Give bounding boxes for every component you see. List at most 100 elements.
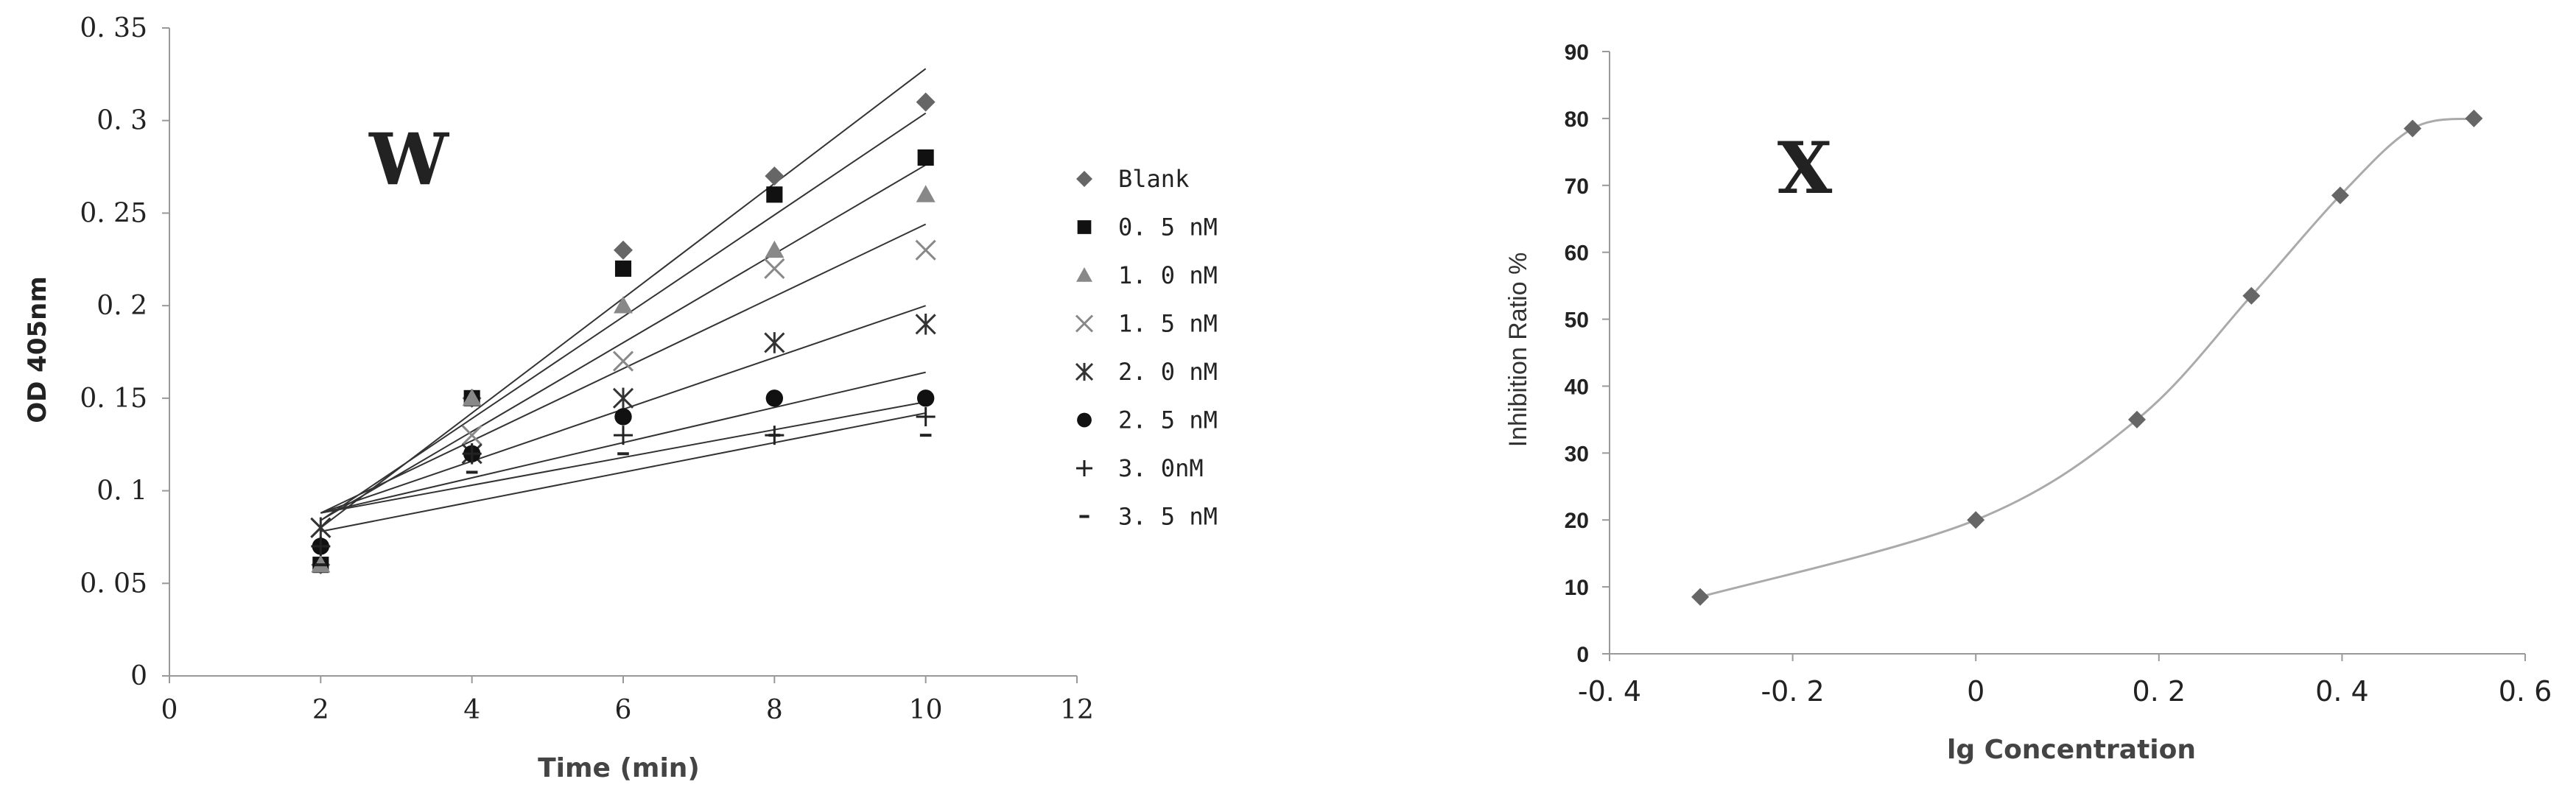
chart-w-point bbox=[766, 186, 783, 203]
chart-w-point-stroke-b bbox=[612, 350, 634, 372]
chart-x-x-tick-label: -0. 2 bbox=[1761, 675, 1824, 708]
chart-w-x-tick-label: 6 bbox=[615, 695, 632, 725]
chart-x-y-tick-label: 80 bbox=[1565, 107, 1589, 132]
chart-w-point bbox=[614, 426, 633, 445]
legend-label: 0. 5 nM bbox=[1118, 214, 1218, 241]
chart-w-point bbox=[916, 389, 935, 407]
chart-w-x-tick-label: 8 bbox=[766, 695, 783, 725]
chart-x-y-tick-label: 20 bbox=[1565, 509, 1589, 533]
chart-w-point bbox=[916, 92, 936, 112]
chart-w-x-tick-label: 0 bbox=[161, 695, 178, 725]
legend-marker bbox=[1075, 362, 1094, 381]
chart-w-trendline bbox=[320, 164, 927, 521]
legend-marker bbox=[1076, 267, 1092, 282]
chart-w-point bbox=[916, 185, 936, 202]
chart-w-trendline bbox=[320, 223, 927, 514]
chart-w-legend: Blank 0. 5 nM 1. 0 nM 1. 5 nM 2. 0 nM 2. 5 nM… bbox=[1075, 165, 1218, 531]
chart-x-point bbox=[2127, 410, 2146, 429]
chart-x-xlabel: lg Concentration bbox=[1947, 735, 2196, 765]
chart-w-point bbox=[462, 388, 482, 406]
legend-marker bbox=[1076, 171, 1092, 187]
chart-w-point bbox=[462, 444, 482, 464]
chart-w-point bbox=[765, 166, 785, 186]
chart-x-y-tick-label: 30 bbox=[1565, 442, 1589, 466]
chart-w-y-tick-label: 0. 3 bbox=[96, 106, 147, 136]
chart-x-point bbox=[1691, 588, 1710, 606]
legend-label: 2. 0 nM bbox=[1118, 358, 1218, 386]
chart-x-y-tick-label: 0 bbox=[1576, 643, 1589, 667]
chart-w-points bbox=[310, 92, 936, 575]
chart-x-x-tick-label: -0. 4 bbox=[1578, 675, 1641, 708]
chart-w-point bbox=[917, 149, 934, 166]
legend-label: 1. 5 nM bbox=[1118, 310, 1218, 338]
legend-marker bbox=[1076, 460, 1092, 476]
chart-w-trendline bbox=[320, 401, 926, 514]
chart-w-y-tick-label: 0. 15 bbox=[80, 384, 147, 414]
chart-x-x-tick-label: 0. 4 bbox=[2315, 675, 2369, 708]
chart-w-x-tick-label: 4 bbox=[463, 695, 480, 725]
chart-w-axes: 0 0. 05 0. 1 0. 15 0. 2 0. 25 0. 3 0. 35 0 2 4 6 8 10… bbox=[80, 13, 1094, 725]
chart-x-x-tick-label: 0 bbox=[1967, 675, 1984, 708]
chart-x-point bbox=[1967, 511, 1985, 529]
chart-w-y-tick-label: 0. 1 bbox=[96, 476, 147, 507]
legend-marker bbox=[1077, 220, 1092, 234]
chart-x-point bbox=[2331, 186, 2349, 205]
legend-label: 3. 0nM bbox=[1118, 454, 1204, 482]
chart-w-point bbox=[311, 537, 331, 556]
chart-w-point bbox=[915, 239, 936, 261]
chart-x-y-tick-label: 10 bbox=[1565, 576, 1589, 600]
chart-w-point bbox=[612, 387, 634, 409]
chart-w-ylabel: OD 405nm bbox=[23, 276, 52, 423]
chart-w-point bbox=[614, 260, 632, 277]
chart-w-y-tick-label: 0. 2 bbox=[96, 291, 147, 321]
legend-label: 3. 5 nM bbox=[1118, 503, 1218, 531]
legend-marker bbox=[1077, 412, 1092, 428]
chart-w-y-tick-label: 0 bbox=[130, 661, 147, 691]
chart-w-point bbox=[614, 240, 633, 260]
chart-w-y-tick-label: 0. 35 bbox=[80, 13, 147, 43]
panel-label-w: W bbox=[368, 118, 449, 201]
chart-w-point bbox=[614, 408, 632, 426]
chart-w-trendline bbox=[320, 112, 927, 521]
chart-x-y-tick-label: 70 bbox=[1565, 174, 1589, 199]
chart-w-point bbox=[461, 425, 482, 446]
chart-w-point bbox=[614, 296, 633, 314]
chart-w-y-tick-label: 0. 25 bbox=[80, 198, 147, 228]
chart-x-x-tick-label: 0. 2 bbox=[2133, 675, 2186, 708]
chart-x: X 0 10 20 30 40 50 60 70 80 90 -0. 4 -0. 2 0 0. 2 0. 4… bbox=[1504, 40, 2552, 765]
chart-w-y-tick-label: 0. 05 bbox=[80, 568, 147, 599]
chart-x-y-tick-label: 40 bbox=[1565, 375, 1589, 399]
chart-x-ylabel: Inhibition Ratio % bbox=[1504, 253, 1532, 448]
chart-x-axes: 0 10 20 30 40 50 60 70 80 90 -0. 4 -0. 2 0 0. 2 0. 4 0.… bbox=[1565, 40, 2552, 708]
chart-w-point-stroke-b bbox=[915, 239, 936, 261]
legend-label: 1. 0 nM bbox=[1118, 261, 1218, 289]
chart-x-point bbox=[2404, 119, 2422, 138]
chart-w-point bbox=[915, 313, 936, 335]
chart-x-x-tick-label: 0. 6 bbox=[2499, 675, 2552, 708]
chart-w-point bbox=[310, 517, 331, 539]
chart-w: W 0 0. 05 0. 1 0. 15 0. 2 0. 25 0. 3 0. 35 0 2 4 6 8… bbox=[23, 13, 1218, 783]
chart-x-point bbox=[2242, 286, 2261, 305]
chart-x-y-tick-label: 50 bbox=[1565, 308, 1589, 333]
chart-w-point bbox=[612, 350, 634, 372]
chart-w-point bbox=[764, 332, 785, 353]
chart-x-curve bbox=[1699, 117, 2474, 599]
panel-label-x: X bbox=[1777, 127, 1833, 210]
legend-label: Blank bbox=[1118, 165, 1189, 193]
chart-x-y-tick-label: 90 bbox=[1565, 40, 1589, 65]
legend-marker-stroke-b bbox=[1075, 314, 1094, 333]
chart-w-x-tick-label: 12 bbox=[1060, 695, 1094, 725]
chart-w-xlabel: Time (min) bbox=[538, 753, 700, 783]
chart-x-y-tick-label: 60 bbox=[1565, 241, 1589, 266]
chart-w-point-stroke-b bbox=[461, 425, 482, 446]
chart-w-point bbox=[765, 389, 784, 407]
chart-w-point-stroke-b bbox=[764, 258, 785, 279]
chart-w-trendline bbox=[320, 412, 926, 532]
chart-w-x-tick-label: 2 bbox=[312, 695, 329, 725]
chart-w-point bbox=[916, 407, 936, 426]
chart-w-point bbox=[765, 240, 785, 258]
legend-marker bbox=[1075, 314, 1094, 333]
chart-x-point bbox=[2465, 109, 2483, 127]
chart-x-series-line bbox=[1699, 117, 2474, 599]
